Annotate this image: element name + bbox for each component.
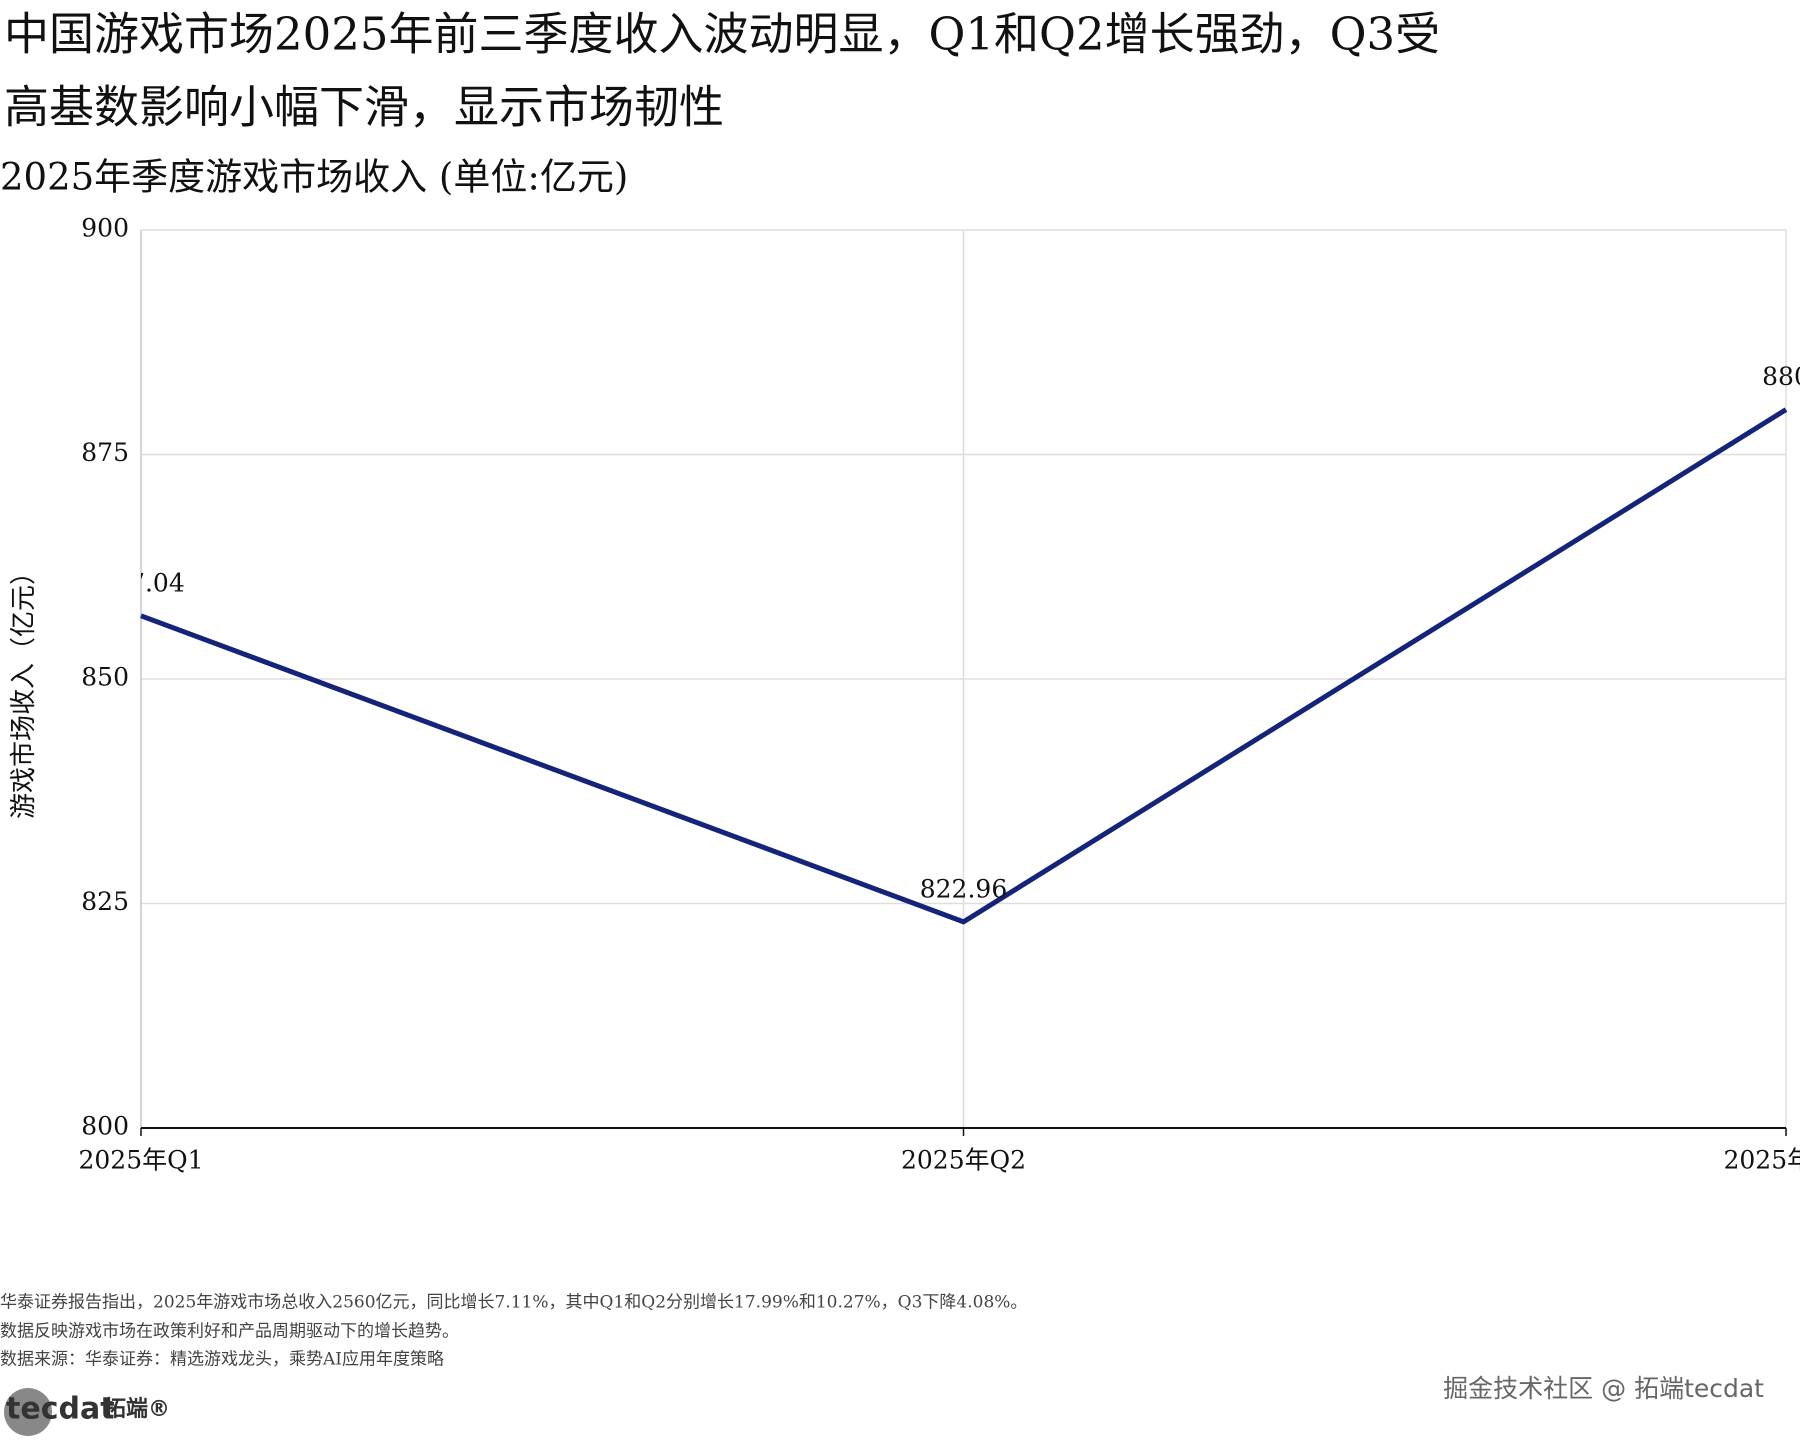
y-tick-label: 825 xyxy=(81,887,129,916)
line xyxy=(140,407,1788,925)
logo-badge xyxy=(4,1388,52,1436)
plot-area: 800 825 850 875 900 2025年Q1 2025年Q2 2025年Q3 857.… xyxy=(78,214,1800,1175)
x-tick-label: 2025年Q1 xyxy=(78,1146,203,1175)
y-axis-label: 游戏市场收入（亿元） xyxy=(9,559,39,819)
data-label: 822.96 xyxy=(920,874,1007,903)
x-tick-label: 2025年Q3 xyxy=(1723,1146,1800,1175)
y-tick-label: 800 xyxy=(81,1112,129,1141)
watermark: 掘金技术社区 @ 拓端tecdat xyxy=(1443,1374,1764,1403)
note: 华泰证券报告指出，2025年游戏市场总收入2560亿元，同比增长7.11%，其中… xyxy=(0,1293,1027,1313)
y-tick-label: 900 xyxy=(81,214,129,243)
chart-title: 中国游戏市场2025年前三季度收入波动明显，Q1和Q2增长强劲，Q3受 xyxy=(4,8,1440,61)
data-label: 857.04 xyxy=(97,568,184,597)
logo-text: 拓端® xyxy=(104,1397,170,1422)
y-tick-label: 875 xyxy=(81,438,129,467)
note: 数据反映游戏市场在政策利好和产品周期驱动下的增长趋势。 xyxy=(0,1322,459,1342)
data-labels: 857.04 822.96 880 xyxy=(97,362,1800,903)
chart-subtitle: 2025年季度游戏市场收入 (单位:亿元) xyxy=(0,156,628,199)
data-label: 880 xyxy=(1762,362,1800,391)
x-tick-label: 2025年Q2 xyxy=(901,1146,1026,1175)
y-tick-label: 850 xyxy=(81,663,129,692)
chart-title: 高基数影响小幅下滑，显示市场韧性 xyxy=(4,81,724,134)
note: 数据来源：华泰证券：精选游戏龙头，乘势AI应用年度策略 xyxy=(0,1350,444,1370)
logo-text: tecdat xyxy=(6,1392,115,1427)
